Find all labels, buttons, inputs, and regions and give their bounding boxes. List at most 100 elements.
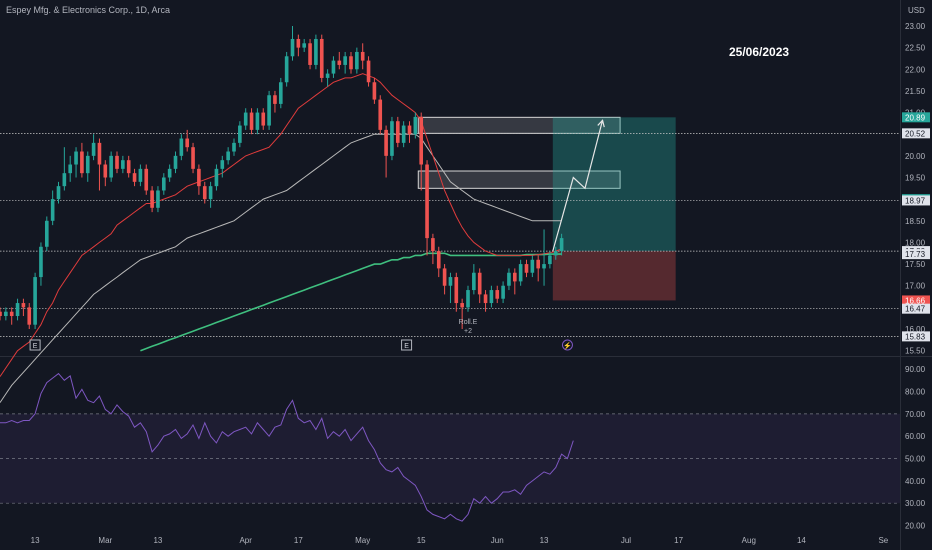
candle-body bbox=[132, 173, 137, 182]
candle bbox=[495, 285, 500, 304]
candle-body bbox=[278, 82, 283, 104]
candle-body bbox=[126, 160, 131, 174]
price-label-box bbox=[902, 303, 930, 314]
candle bbox=[553, 246, 558, 260]
candle-body bbox=[419, 116, 424, 165]
candle bbox=[132, 168, 137, 187]
candle-body bbox=[109, 155, 113, 178]
candle bbox=[156, 186, 160, 213]
time-tick-label: 17 bbox=[674, 536, 683, 545]
candle-body bbox=[536, 259, 541, 269]
candle-body bbox=[68, 164, 73, 174]
candle bbox=[378, 95, 383, 135]
price-tick-label: 16.00 bbox=[905, 325, 926, 334]
time-tick-label: 13 bbox=[153, 536, 162, 545]
candle-body bbox=[39, 246, 43, 278]
candle bbox=[85, 151, 90, 182]
position-target-zone bbox=[552, 117, 676, 252]
candle bbox=[395, 116, 400, 148]
candle-body bbox=[454, 277, 459, 304]
candle-body bbox=[44, 220, 49, 247]
price-tick-label: 18.50 bbox=[905, 217, 926, 226]
price-label: 15.83 bbox=[905, 332, 926, 341]
candle bbox=[349, 51, 353, 74]
candle-body bbox=[372, 82, 377, 100]
candle bbox=[302, 38, 307, 52]
position-stop-zone bbox=[552, 251, 676, 301]
candle-body bbox=[495, 290, 500, 299]
rsi-tick-label: 60.00 bbox=[905, 432, 926, 441]
candle-body bbox=[103, 164, 108, 178]
candle-body bbox=[161, 177, 166, 191]
candle bbox=[191, 142, 195, 174]
price-label: 17.73 bbox=[905, 250, 926, 259]
candle bbox=[442, 264, 447, 295]
rsi-tick-label: 40.00 bbox=[905, 477, 926, 486]
candle bbox=[50, 190, 55, 226]
candle-body bbox=[390, 121, 394, 156]
candle bbox=[9, 307, 14, 325]
candle bbox=[226, 147, 230, 165]
candle-body bbox=[302, 43, 307, 48]
time-tick-label: Se bbox=[878, 536, 888, 545]
time-tick-label: Apr bbox=[239, 536, 252, 545]
candle-body bbox=[197, 168, 201, 187]
candle bbox=[273, 90, 277, 113]
candle bbox=[4, 307, 8, 321]
candle-body bbox=[518, 264, 523, 282]
candle bbox=[220, 155, 225, 178]
candle-body bbox=[261, 112, 266, 126]
rsi-tick-label: 80.00 bbox=[905, 388, 926, 397]
price-label: 16.47 bbox=[905, 305, 926, 314]
candle bbox=[21, 298, 26, 317]
candle-body bbox=[74, 151, 78, 165]
candle-body bbox=[80, 151, 84, 174]
candle bbox=[161, 173, 166, 195]
candle-body bbox=[150, 190, 154, 208]
candle bbox=[413, 112, 418, 139]
note-line-2: +2 bbox=[464, 328, 472, 335]
candle-body bbox=[483, 294, 488, 304]
candle bbox=[512, 268, 517, 295]
candle bbox=[314, 34, 318, 70]
price-tick-label: 15.50 bbox=[905, 347, 926, 356]
candle bbox=[121, 155, 125, 174]
candle bbox=[44, 216, 49, 252]
candle bbox=[255, 108, 260, 135]
price-tick-label: 22.50 bbox=[905, 44, 926, 53]
candle bbox=[343, 51, 347, 74]
candle bbox=[144, 164, 149, 195]
rsi-line bbox=[0, 372, 574, 522]
candle bbox=[466, 285, 470, 312]
price-label: 16.66 bbox=[905, 296, 926, 305]
candle bbox=[319, 34, 324, 83]
price-tick-label: 20.00 bbox=[905, 152, 926, 161]
candle-body bbox=[21, 303, 26, 308]
chart-title: Espey Mfg. & Electronics Corp., 1D, Arca bbox=[6, 5, 171, 15]
candle bbox=[214, 164, 219, 191]
candle bbox=[197, 164, 201, 195]
candle bbox=[360, 43, 365, 70]
candle-body bbox=[208, 186, 213, 200]
candle bbox=[472, 264, 476, 295]
candle bbox=[542, 229, 546, 286]
candle-body bbox=[395, 121, 400, 143]
candle bbox=[238, 121, 242, 148]
candle bbox=[27, 303, 32, 330]
candle bbox=[15, 298, 20, 321]
candle-body bbox=[232, 142, 236, 152]
price-label: 18.97 bbox=[905, 196, 926, 205]
price-tick-label: 19.50 bbox=[905, 174, 926, 183]
candle bbox=[390, 116, 394, 161]
candle-body bbox=[448, 277, 453, 286]
annotation-date: 25/06/2023 bbox=[729, 45, 790, 59]
candle-body bbox=[9, 311, 14, 317]
candle-body bbox=[156, 190, 160, 208]
candle-body bbox=[337, 60, 342, 65]
ema-red-line bbox=[0, 73, 562, 377]
candle bbox=[536, 255, 541, 282]
candle-body bbox=[413, 116, 418, 135]
candle-body bbox=[401, 125, 406, 143]
candle bbox=[337, 51, 342, 70]
